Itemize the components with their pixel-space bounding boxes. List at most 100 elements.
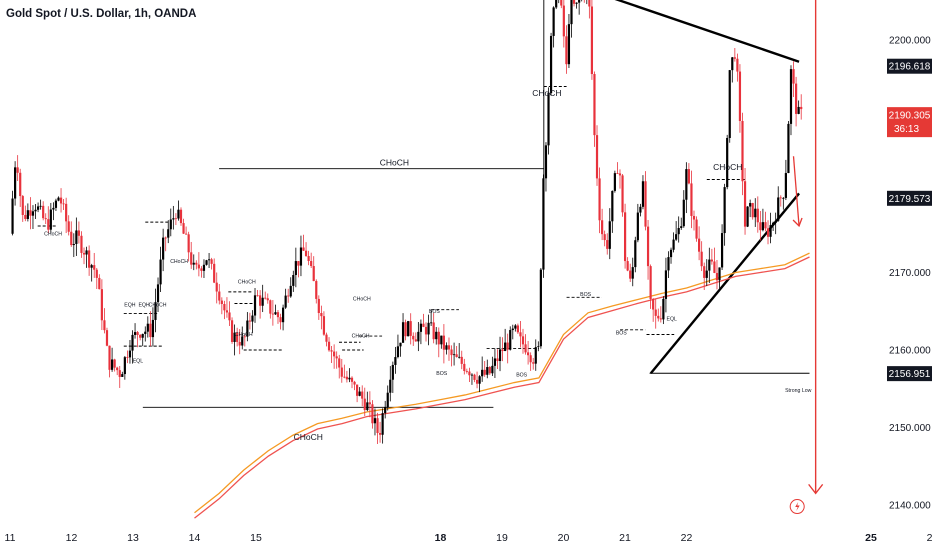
candle-body <box>146 323 149 332</box>
candle-body <box>110 359 114 370</box>
candle-body <box>749 203 752 207</box>
candle-body <box>751 203 754 218</box>
candle-body <box>595 135 599 179</box>
candle-body <box>682 199 685 227</box>
candle-body <box>445 345 448 350</box>
candle-body <box>54 200 58 208</box>
annotation-label: CHoCH <box>352 334 370 340</box>
candle-body <box>256 295 259 297</box>
candle-body <box>62 203 65 205</box>
candle-body <box>669 249 673 258</box>
candle-body <box>532 362 535 364</box>
candle-body <box>182 223 185 234</box>
candle-body <box>399 342 402 347</box>
x-tick-label: 18 <box>435 532 447 544</box>
candle-body <box>519 332 522 337</box>
candle-body <box>338 358 341 368</box>
candle-body <box>57 197 60 201</box>
candle-body <box>325 334 328 342</box>
annotation-label: CHoCH <box>294 432 323 442</box>
candle-body <box>524 344 527 353</box>
candle-body <box>442 335 445 350</box>
candle-body <box>126 357 129 358</box>
annotation-label: Strong Low <box>785 388 811 394</box>
candle-body <box>542 178 545 270</box>
candle-body <box>133 332 137 335</box>
candle-body <box>190 252 193 265</box>
candle-body <box>302 247 305 251</box>
annotation-label: CHoCH <box>149 303 167 309</box>
candle-body <box>230 320 234 342</box>
candle-body <box>289 285 292 297</box>
candle-body <box>333 351 336 357</box>
candle-body <box>789 69 793 124</box>
price-tag-label: 2196.618 <box>889 62 931 73</box>
candle-body <box>504 342 507 352</box>
candle-body <box>743 181 747 227</box>
candle-body <box>608 221 611 249</box>
candle-body <box>52 207 55 210</box>
candle-body <box>218 291 221 301</box>
candle-body <box>330 350 333 352</box>
candle-body <box>509 330 512 350</box>
candle-body <box>281 307 285 323</box>
candle-body <box>376 418 379 433</box>
candle-body <box>174 218 177 220</box>
candle-body <box>621 175 624 213</box>
candle-body <box>458 356 461 358</box>
candle-body <box>386 392 389 408</box>
candle-body <box>470 374 474 376</box>
candle-body <box>284 295 287 308</box>
candle-body <box>496 358 499 362</box>
candle-body <box>200 268 203 271</box>
candle-body <box>715 272 719 281</box>
candle-body <box>264 297 267 299</box>
small-arrow-head <box>792 217 803 228</box>
candle-body <box>368 402 371 405</box>
candle-body <box>391 364 394 380</box>
annotation-label: EQH <box>124 303 135 309</box>
candle-body <box>639 206 642 213</box>
annotation-label: BOS <box>436 371 447 377</box>
candle-body <box>128 350 132 358</box>
candle-body <box>177 209 180 219</box>
candle-body <box>534 347 537 364</box>
candle-body <box>713 261 716 273</box>
candle-body <box>215 282 218 292</box>
candle-body <box>435 331 438 340</box>
candle-body <box>24 214 27 219</box>
lightning-glyph <box>795 502 800 512</box>
candle-body <box>356 384 359 396</box>
candle-body <box>680 226 683 228</box>
candle-body <box>371 404 374 424</box>
x-tick-label: 19 <box>496 532 508 544</box>
candle-body <box>136 332 139 335</box>
candle-body <box>187 234 190 253</box>
candle-body <box>800 106 803 110</box>
candle-body <box>90 265 93 268</box>
candle-body <box>432 322 435 340</box>
candle-body <box>59 197 63 204</box>
candle-body <box>401 322 405 343</box>
candle-body <box>159 259 162 285</box>
candle-body <box>754 208 757 218</box>
candle-body <box>149 323 152 338</box>
moving-average-red <box>194 256 810 519</box>
candle-body <box>29 210 32 216</box>
candle-body <box>162 237 165 260</box>
candle-body <box>794 83 798 114</box>
candle-body <box>116 367 119 371</box>
candle-body <box>695 219 698 239</box>
candle-body <box>644 181 647 227</box>
candle-body <box>677 227 680 235</box>
candle-body <box>636 212 639 241</box>
candle-body <box>613 173 616 191</box>
candle-body <box>567 24 571 65</box>
current-price-tag <box>887 107 932 138</box>
annotation-label: EQL <box>667 317 677 323</box>
price-tag <box>887 58 932 74</box>
candle-body <box>618 173 622 176</box>
candle-body <box>409 321 412 336</box>
candle-body <box>792 69 795 84</box>
